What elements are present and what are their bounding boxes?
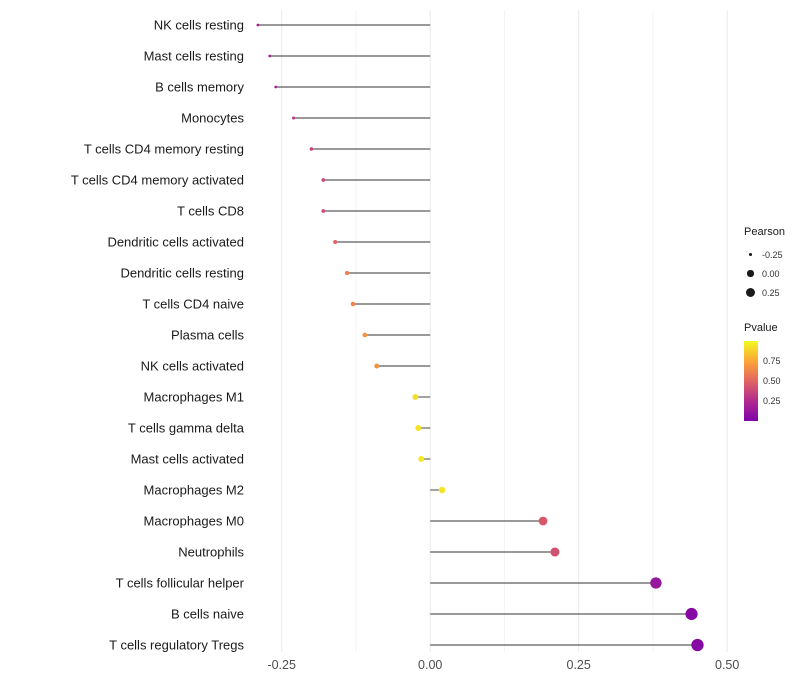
lollipop-dot bbox=[268, 54, 272, 58]
lollipop-dot bbox=[538, 516, 548, 526]
pearson-legend-label: 0.25 bbox=[762, 287, 780, 298]
category-label: NK cells resting bbox=[154, 18, 244, 33]
x-axis-tick-label: 0.00 bbox=[418, 658, 442, 672]
lollipop-dot bbox=[321, 178, 326, 182]
lollipop-dot bbox=[691, 638, 704, 652]
lollipop-dot bbox=[412, 394, 419, 400]
category-label: B cells naive bbox=[171, 607, 244, 622]
lollipop-dot bbox=[350, 301, 356, 307]
lollipop-dot bbox=[292, 116, 296, 120]
pearson-legend-dot bbox=[745, 287, 756, 298]
lollipop-dot bbox=[362, 332, 368, 338]
lollipop-dot bbox=[550, 547, 560, 557]
pearson-legend-item: 0.25 bbox=[744, 283, 800, 302]
pearson-legend-label: 0.00 bbox=[762, 268, 780, 279]
category-label: T cells gamma delta bbox=[128, 421, 245, 436]
pearson-legend-item: 0.00 bbox=[744, 264, 800, 283]
pearson-legend-dot-cell bbox=[744, 270, 757, 277]
pvalue-colorbar bbox=[744, 341, 758, 421]
category-label: T cells follicular helper bbox=[116, 576, 245, 591]
lollipop-dot bbox=[685, 607, 698, 621]
lollipop-dot bbox=[321, 209, 326, 213]
category-label: Mast cells resting bbox=[144, 49, 244, 64]
pvalue-colorbar-tick-label: 0.50 bbox=[763, 376, 781, 386]
category-label: Monocytes bbox=[181, 111, 244, 126]
pearson-legend-dot bbox=[747, 270, 754, 277]
lollipop-dot bbox=[374, 363, 380, 369]
pvalue-colorbar-tick-label: 0.25 bbox=[763, 396, 781, 406]
pearson-legend-dot-cell bbox=[744, 287, 757, 298]
category-label: NK cells activated bbox=[141, 359, 244, 374]
category-label: B cells memory bbox=[155, 80, 244, 95]
lollipop-dot bbox=[344, 270, 350, 276]
category-label: T cells CD4 memory resting bbox=[84, 142, 244, 157]
x-axis-tick-label: -0.25 bbox=[267, 658, 296, 672]
lollipop-dot bbox=[418, 456, 425, 462]
category-label: Mast cells activated bbox=[131, 452, 244, 467]
lollipop-dot bbox=[256, 23, 260, 27]
category-label: T cells CD4 memory activated bbox=[71, 173, 244, 188]
lollipop-dot bbox=[415, 425, 422, 431]
x-axis-tick-label: 0.25 bbox=[567, 658, 591, 672]
category-label: T cells CD4 naive bbox=[142, 297, 244, 312]
pvalue-colorbar-wrap: 0.75 0.50 0.25 bbox=[744, 341, 800, 421]
pvalue-colorbar-tick-label: 0.75 bbox=[763, 356, 781, 366]
legend-panel: Pearson -0.25 0.00 0.25 Pvalue 0.75 0.50 0.2… bbox=[744, 226, 800, 421]
pearson-legend-item: -0.25 bbox=[744, 245, 800, 264]
lollipop-dot bbox=[309, 147, 314, 151]
lollipop-dot bbox=[274, 85, 278, 89]
category-label: Macrophages M1 bbox=[144, 390, 244, 405]
lollipop-dot bbox=[650, 577, 662, 589]
category-label: Plasma cells bbox=[171, 328, 244, 343]
lollipop-dot bbox=[333, 239, 338, 245]
category-label: Dendritic cells activated bbox=[107, 235, 244, 250]
category-label: T cells regulatory Tregs bbox=[109, 638, 244, 653]
pearson-legend-label: -0.25 bbox=[762, 249, 783, 260]
lollipop-dot bbox=[438, 486, 446, 494]
category-label: Macrophages M2 bbox=[144, 483, 244, 498]
pearson-legend-dot bbox=[749, 253, 752, 256]
x-axis-tick-label: 0.50 bbox=[715, 658, 739, 672]
category-label: Dendritic cells resting bbox=[120, 266, 244, 281]
pvalue-legend-title: Pvalue bbox=[744, 322, 778, 334]
pearson-legend-items: -0.25 0.00 0.25 bbox=[744, 245, 800, 302]
pearson-legend-dot-cell bbox=[744, 253, 757, 256]
category-label: T cells CD8 bbox=[177, 204, 244, 219]
pearson-legend-title: Pearson bbox=[744, 226, 785, 238]
category-label: Neutrophils bbox=[178, 545, 244, 560]
category-label: Macrophages M0 bbox=[144, 514, 244, 529]
